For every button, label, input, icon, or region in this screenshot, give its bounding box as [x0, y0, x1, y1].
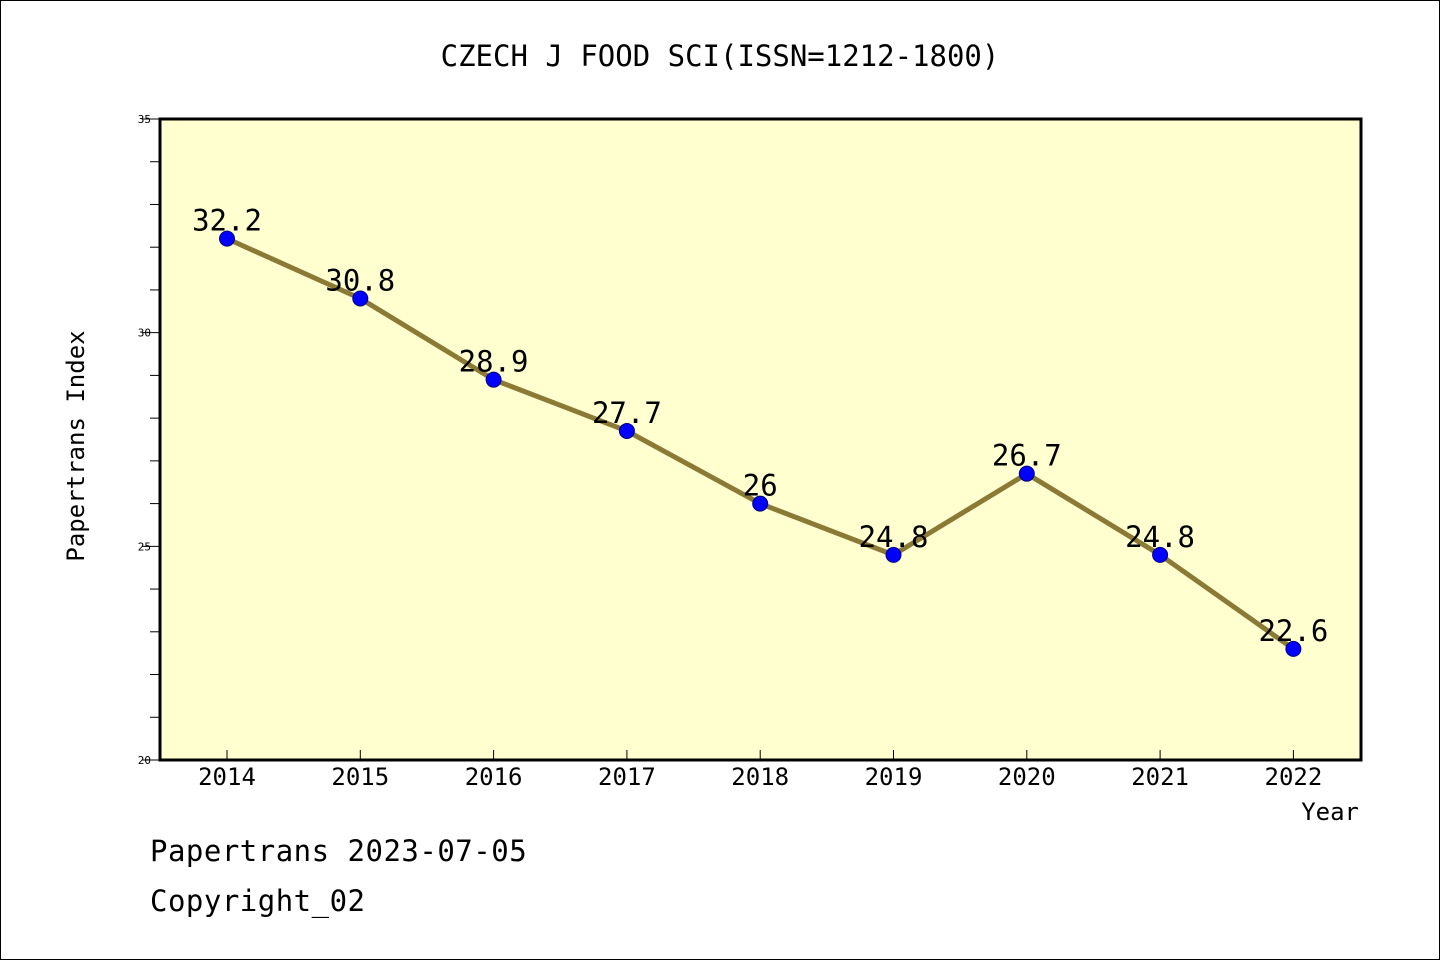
x-tick-label: 2014: [198, 763, 256, 791]
footer-date-stamp: Papertrans 2023-07-05: [150, 834, 528, 868]
data-point-marker: [752, 495, 769, 512]
y-tick-label: 30: [138, 327, 151, 340]
data-point-marker: [1018, 465, 1035, 482]
x-axis-label: Year: [1301, 798, 1359, 826]
plot-area: [158, 117, 1363, 762]
data-point-marker: [1285, 640, 1302, 657]
x-tick-label: 2020: [998, 763, 1056, 791]
data-point-marker: [219, 230, 235, 247]
x-tick-label: 2018: [731, 763, 789, 791]
y-tick-label: 25: [138, 540, 151, 553]
footer-copyright: Copyright_02: [150, 884, 366, 918]
chart-title: CZECH J FOOD SCI(ISSN=1212-1800): [441, 39, 1000, 73]
data-label: 26.7: [992, 439, 1062, 473]
data-label: 26: [743, 469, 778, 503]
data-label: 22.6: [1258, 614, 1328, 648]
data-label: 30.8: [325, 263, 395, 297]
x-tick-label: 2019: [865, 763, 923, 791]
x-tick-label: 2015: [331, 763, 389, 791]
series-markers: [219, 230, 1302, 657]
x-tick-label: 2021: [1131, 763, 1189, 791]
data-point-marker: [618, 422, 635, 439]
data-label: 24.8: [859, 520, 929, 554]
data-label: 32.2: [192, 204, 262, 238]
y-axis-label: Papertrans Index: [62, 330, 90, 561]
data-labels: 32.2 30.8 28.9 27.7 26 24.8 26.7 24.8 22.6: [192, 204, 1328, 648]
x-tick-label: 2017: [598, 763, 656, 791]
data-label: 24.8: [1125, 520, 1195, 554]
data-point-marker: [1152, 546, 1169, 563]
data-point-marker: [352, 290, 369, 307]
data-point-marker: [885, 546, 902, 563]
data-point-marker: [485, 371, 502, 388]
x-tick-label: 2022: [1265, 763, 1323, 791]
y-tick-label: 35: [138, 113, 151, 126]
data-label: 27.7: [592, 396, 662, 430]
y-axis: 20 25 30 35: [138, 113, 160, 767]
data-label: 28.9: [459, 345, 529, 379]
x-axis: 2014 2015 2016 2017 2018 2019 2020 2021 2022: [198, 750, 1322, 791]
y-tick-label: 20: [138, 754, 151, 767]
x-tick-label: 2016: [465, 763, 523, 791]
